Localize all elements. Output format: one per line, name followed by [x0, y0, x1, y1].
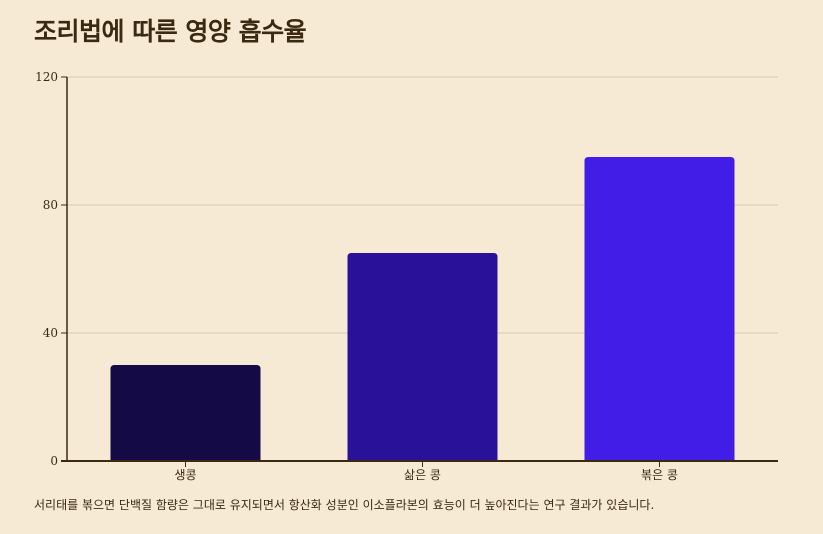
x-tick-label: 볶은 콩 [641, 468, 678, 482]
y-tick-label: 120 [35, 70, 58, 84]
y-tick-label: 0 [50, 454, 58, 468]
y-tick-label: 40 [43, 326, 58, 340]
x-tick-label: 삶은 콩 [404, 468, 441, 482]
axis-labels: 0 40 80 120 생콩 삶은 콩 볶은 콩 [35, 70, 678, 482]
chart-caption: 서리태를 볶으면 단백질 함량은 그대로 유지되면서 항산화 성분인 이소플라본… [34, 498, 655, 512]
bar [347, 253, 498, 461]
bar-group [347, 253, 498, 461]
bar [110, 365, 261, 461]
x-tick-label: 생콩 [174, 468, 196, 482]
axes [61, 76, 778, 467]
bar [584, 157, 735, 461]
chart-title: 조리법에 따른 영양 흡수율 [34, 17, 307, 46]
bars [110, 157, 735, 461]
y-tick-label: 80 [43, 198, 58, 212]
bar-group [584, 157, 735, 461]
bar-group [110, 365, 261, 461]
